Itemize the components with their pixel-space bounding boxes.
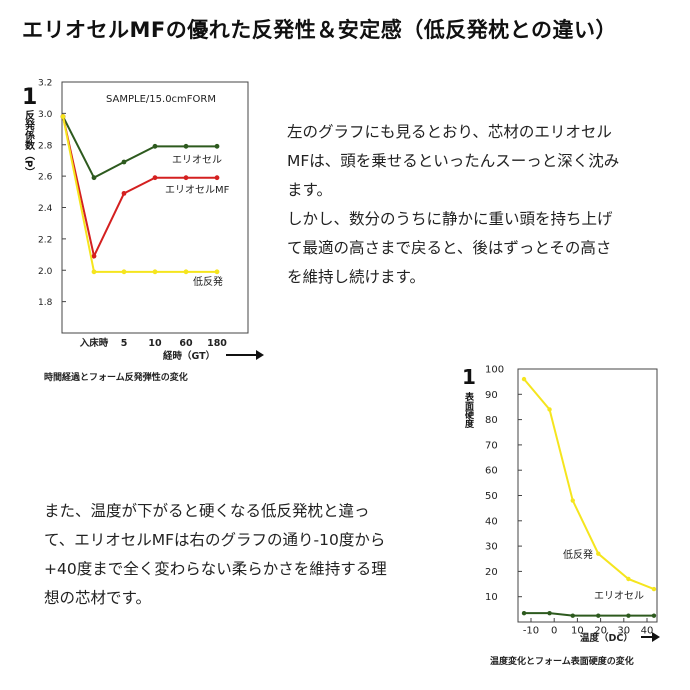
text-line: MFは、頭を乗せるといったんスーっと深く沈み bbox=[287, 152, 620, 170]
y-tick-label: 40 bbox=[485, 516, 498, 527]
series-label: 低反発 bbox=[193, 275, 223, 288]
data-point bbox=[626, 613, 631, 618]
text-line: を維持し続けます。 bbox=[287, 268, 425, 286]
y-tick-label: 90 bbox=[485, 390, 498, 401]
series-line bbox=[62, 116, 217, 273]
x-tick-label: 20 bbox=[594, 625, 607, 636]
data-point bbox=[152, 175, 158, 181]
series-line bbox=[62, 116, 217, 180]
data-point bbox=[651, 613, 657, 618]
data-point bbox=[521, 610, 527, 616]
x-axis-label: 温度（DC） bbox=[580, 632, 633, 644]
y-tick-label: 2.0 bbox=[38, 267, 53, 277]
y-tick-label: 20 bbox=[485, 567, 498, 578]
x-axis-label: 経時（GT） bbox=[163, 350, 215, 362]
data-point bbox=[214, 175, 220, 181]
data-point bbox=[547, 407, 552, 412]
data-point bbox=[596, 551, 601, 556]
text-line: ます。 bbox=[287, 181, 332, 199]
text-line: 左のグラフにも見るとおり、芯材のエリオセル bbox=[287, 123, 612, 141]
text-line: また、温度が下がると硬くなる低反発枕と違っ bbox=[44, 502, 370, 520]
x-tick-label: 5 bbox=[121, 338, 128, 349]
x-axis-arrow-head bbox=[652, 632, 660, 642]
chart-caption: 温度変化とフォーム表面硬度の変化 bbox=[490, 655, 634, 667]
data-point bbox=[152, 143, 158, 149]
data-point bbox=[121, 269, 127, 275]
data-point bbox=[570, 613, 575, 618]
data-point bbox=[121, 190, 127, 196]
x-tick-label: 10 bbox=[148, 338, 162, 349]
series-label: エリオセル bbox=[594, 590, 644, 602]
data-point bbox=[651, 586, 657, 592]
series-label: エリオセル bbox=[172, 154, 222, 166]
data-point bbox=[626, 576, 631, 582]
series-line bbox=[523, 378, 655, 591]
y-tick-label: 60 bbox=[485, 466, 498, 477]
y-tick-label: 3.2 bbox=[38, 79, 52, 89]
y-tick-label: 3.0 bbox=[38, 110, 53, 120]
text-line: しかし、数分のうちに静かに重い頭を持ち上げ bbox=[287, 210, 613, 228]
text-line: て、エリオセルMFは右のグラフの通り-10度から bbox=[44, 531, 386, 549]
data-point bbox=[570, 498, 575, 503]
chart-caption: 時間経過とフォーム反発弾性の変化 bbox=[44, 371, 188, 383]
y-axis-marker: 1 bbox=[462, 365, 476, 389]
data-point bbox=[91, 253, 97, 259]
y-tick-label: 30 bbox=[485, 542, 498, 553]
chart-subtitle: SAMPLE/15.0cmFORM bbox=[106, 94, 216, 105]
data-point bbox=[152, 269, 158, 275]
plot-frame bbox=[517, 368, 658, 623]
data-point bbox=[183, 143, 189, 149]
series-line bbox=[524, 612, 654, 617]
x-tick-label: 180 bbox=[207, 338, 227, 349]
series-label: エリオセルMF bbox=[165, 184, 230, 196]
x-tick-label: 30 bbox=[617, 625, 630, 636]
text-line: て最適の高さまで戻ると、後はずっとその高さ bbox=[287, 239, 612, 257]
x-tick-label: 10 bbox=[571, 625, 584, 636]
y-tick-label: 100 bbox=[485, 365, 504, 376]
data-point bbox=[214, 269, 220, 275]
data-point bbox=[183, 269, 189, 275]
x-tick-label: 入床時 bbox=[79, 337, 109, 349]
data-point bbox=[547, 610, 552, 616]
y-axis-label: 反発係数（P） bbox=[23, 109, 36, 178]
series-line bbox=[62, 116, 217, 260]
x-tick-label: 40 bbox=[641, 625, 654, 636]
x-tick-label: 0 bbox=[551, 625, 557, 636]
data-point bbox=[183, 175, 189, 181]
data-point bbox=[521, 376, 527, 382]
data-point bbox=[60, 114, 66, 119]
x-axis-arrow-head bbox=[256, 350, 264, 360]
y-tick-label: 50 bbox=[485, 491, 498, 502]
data-point bbox=[121, 159, 127, 165]
text-line: +40度まで全く変わらない柔らかさを維持する理 bbox=[44, 560, 387, 578]
y-tick-label: 1.8 bbox=[38, 298, 53, 308]
y-tick-label: 70 bbox=[485, 440, 498, 451]
y-tick-label: 2.2 bbox=[38, 235, 52, 245]
description-paragraph-2: また、温度が下がると硬くなる低反発枕と違っ て、エリオセルMFは右のグラフの通り… bbox=[44, 497, 387, 613]
page-title: エリオセルMFの優れた反発性＆安定感（低反発枕との違い） bbox=[22, 18, 618, 42]
y-tick-label: 10 bbox=[485, 592, 498, 603]
y-tick-label: 2.8 bbox=[38, 141, 53, 151]
text-line: 想の芯材です。 bbox=[44, 589, 151, 607]
data-point bbox=[596, 613, 601, 618]
y-tick-label: 80 bbox=[485, 415, 498, 426]
y-tick-label: 2.6 bbox=[38, 173, 53, 183]
x-tick-label: -10 bbox=[523, 625, 539, 636]
x-tick-label: 60 bbox=[179, 338, 193, 349]
data-point bbox=[91, 269, 97, 275]
description-paragraph-1: 左のグラフにも見るとおり、芯材のエリオセル MFは、頭を乗せるといったんスーっと… bbox=[287, 118, 619, 292]
y-axis-marker: 1 bbox=[22, 85, 37, 110]
y-tick-label: 2.4 bbox=[38, 204, 53, 214]
series-label: 低反発 bbox=[563, 548, 593, 561]
data-point bbox=[214, 143, 220, 149]
y-axis-label: 表面硬度 bbox=[463, 391, 475, 429]
data-point bbox=[91, 175, 97, 181]
